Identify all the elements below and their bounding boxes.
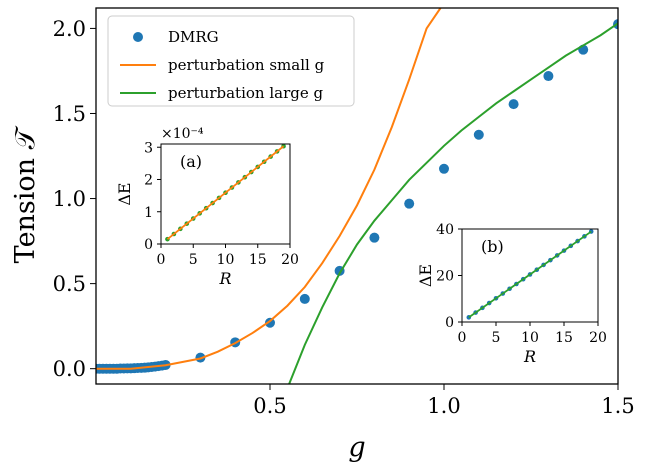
plot-marks xyxy=(466,229,594,320)
data-point-dmrg xyxy=(473,129,484,140)
plot-marks xyxy=(96,8,618,384)
x-tick-label: 0 xyxy=(157,252,166,268)
data-point-dmrg xyxy=(543,71,554,82)
x-tick-label: 5 xyxy=(492,330,501,346)
axis-multiplier: ×10⁻⁴ xyxy=(161,126,204,142)
x-tick-label: 20 xyxy=(589,330,607,346)
legend-entry-dmrg: DMRG xyxy=(133,28,219,46)
series-line-large xyxy=(288,22,618,384)
y-tick-label: 1 xyxy=(144,205,153,221)
x-axis-label: g xyxy=(348,432,365,462)
series-line-large xyxy=(468,230,592,319)
y-tick-label: 2.0 xyxy=(53,17,86,41)
legend: DMRG perturbation small g perturbation lar… xyxy=(107,15,355,107)
series-line-small xyxy=(166,145,285,240)
y-tick-label: 3 xyxy=(144,140,153,156)
data-point-dmrg xyxy=(508,99,519,110)
x-axis-label: R xyxy=(523,347,536,366)
y-tick-label: 1.5 xyxy=(53,102,86,126)
x-tick-label: 0 xyxy=(458,330,467,346)
y-axis-label: ΔE xyxy=(416,264,435,287)
panel-2: 0 5 10 15 20 0 20 40 R ΔE (b) xyxy=(416,222,607,366)
panel-1: 0 5 10 15 20 0 1 2 3 R ΔE (a) ×10⁻⁴ xyxy=(115,126,299,288)
y-tick-label: 20 xyxy=(436,269,454,285)
x-tick-label: 1.5 xyxy=(601,394,634,418)
x-axis-label: R xyxy=(218,269,231,288)
y-tick-label: 0 xyxy=(144,237,153,253)
series-line-small xyxy=(96,8,442,370)
axes-frame xyxy=(95,7,619,385)
legend-entry-small: perturbation small g xyxy=(120,56,325,74)
legend-label: perturbation large g xyxy=(168,84,323,102)
x-tick-label: 5 xyxy=(189,252,198,268)
plot-marks xyxy=(165,144,286,242)
legend-box xyxy=(107,15,355,107)
x-tick-label: 20 xyxy=(281,252,299,268)
data-point-dmrg xyxy=(265,317,275,328)
panel-0: 0.5 1.0 1.5 0.0 0.5 1.0 1.5 2.0 g Tension 𝒯 xyxy=(10,7,635,462)
y-tick-label: 0 xyxy=(445,315,454,331)
x-tick-label: 0.5 xyxy=(253,394,286,418)
x-tick-label: 15 xyxy=(555,330,573,346)
x-tick-label: 10 xyxy=(521,330,539,346)
legend-entry-large: perturbation large g xyxy=(120,84,323,102)
y-axis-label: Tension 𝒯 xyxy=(10,125,41,263)
y-tick-label: 0.5 xyxy=(53,272,86,296)
legend-label: perturbation small g xyxy=(168,56,325,74)
y-tick-label: 0.0 xyxy=(53,357,86,381)
legend-label: DMRG xyxy=(168,28,219,46)
panel-annotation: (a) xyxy=(180,152,202,171)
legend-marker xyxy=(133,32,143,42)
y-axis-label: ΔE xyxy=(115,182,134,205)
y-tick-label: 1.0 xyxy=(53,187,86,211)
y-tick-label: 40 xyxy=(436,222,454,238)
data-point-dmrg xyxy=(299,293,310,304)
data-point-dmrg xyxy=(404,198,415,209)
x-tick-label: 10 xyxy=(217,252,235,268)
data-point-dmrg xyxy=(439,163,449,174)
data-point-dmrg xyxy=(369,232,380,243)
x-tick-label: 15 xyxy=(249,252,267,268)
x-tick-label: 1.0 xyxy=(427,394,460,418)
y-tick-label: 2 xyxy=(144,173,153,189)
panel-annotation: (b) xyxy=(481,237,504,256)
